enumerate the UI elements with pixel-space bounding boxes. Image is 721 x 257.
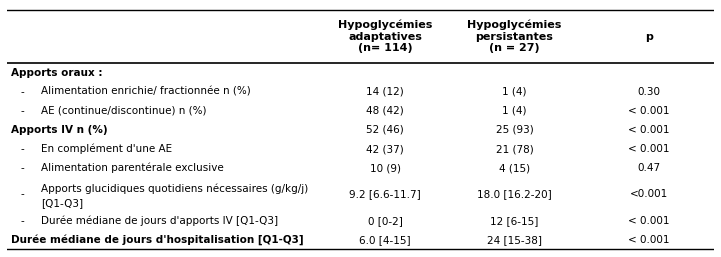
Text: 21 (78): 21 (78) (495, 144, 534, 154)
Text: 14 (12): 14 (12) (366, 87, 404, 97)
Text: [Q1-Q3]: [Q1-Q3] (41, 198, 83, 208)
Text: < 0.001: < 0.001 (628, 216, 670, 226)
Text: -: - (21, 216, 25, 226)
Text: 42 (37): 42 (37) (366, 144, 404, 154)
Text: 10 (9): 10 (9) (370, 163, 401, 173)
Text: -: - (21, 144, 25, 154)
Text: 0.47: 0.47 (637, 163, 660, 173)
Text: 48 (42): 48 (42) (366, 106, 404, 116)
Text: -: - (21, 106, 25, 116)
Text: < 0.001: < 0.001 (628, 106, 670, 116)
Text: 0 [0-2]: 0 [0-2] (368, 216, 402, 226)
Text: 9.2 [6.6-11.7]: 9.2 [6.6-11.7] (350, 189, 421, 199)
Text: 1 (4): 1 (4) (503, 87, 527, 97)
Text: 4 (15): 4 (15) (499, 163, 530, 173)
Text: -: - (21, 189, 25, 199)
Text: 6.0 [4-15]: 6.0 [4-15] (359, 235, 411, 245)
Text: Apports glucidiques quotidiens nécessaires (g/kg/j): Apports glucidiques quotidiens nécessair… (41, 184, 309, 194)
Text: -: - (21, 163, 25, 173)
Text: Apports oraux :: Apports oraux : (11, 68, 102, 78)
Text: Apports IV n (%): Apports IV n (%) (11, 125, 107, 135)
Text: < 0.001: < 0.001 (628, 235, 670, 245)
Text: AE (continue/discontinue) n (%): AE (continue/discontinue) n (%) (41, 106, 207, 116)
Text: En complément d'une AE: En complément d'une AE (41, 144, 172, 154)
Text: Hypoglycémies
adaptatives
(n= 114): Hypoglycémies adaptatives (n= 114) (338, 20, 433, 53)
Text: 52 (46): 52 (46) (366, 125, 404, 135)
Text: < 0.001: < 0.001 (628, 144, 670, 154)
Text: 24 [15-38]: 24 [15-38] (487, 235, 542, 245)
Text: -: - (21, 87, 25, 97)
Text: <0.001: <0.001 (629, 189, 668, 199)
Text: Durée médiane de jours d'hospitalisation [Q1-Q3]: Durée médiane de jours d'hospitalisation… (11, 234, 304, 245)
Text: Alimentation enrichie/ fractionnée n (%): Alimentation enrichie/ fractionnée n (%) (41, 87, 251, 97)
Text: 12 [6-15]: 12 [6-15] (490, 216, 539, 226)
Text: Alimentation parentérale exclusive: Alimentation parentérale exclusive (41, 163, 224, 173)
Text: 18.0 [16.2-20]: 18.0 [16.2-20] (477, 189, 552, 199)
Text: Durée médiane de jours d'apports IV [Q1-Q3]: Durée médiane de jours d'apports IV [Q1-… (41, 215, 278, 226)
Text: 25 (93): 25 (93) (495, 125, 534, 135)
Text: Hypoglycémies
persistantes
(n = 27): Hypoglycémies persistantes (n = 27) (467, 20, 562, 53)
Text: 0.30: 0.30 (637, 87, 660, 97)
Text: < 0.001: < 0.001 (628, 125, 670, 135)
Text: 1 (4): 1 (4) (503, 106, 527, 116)
Text: p: p (645, 32, 653, 42)
